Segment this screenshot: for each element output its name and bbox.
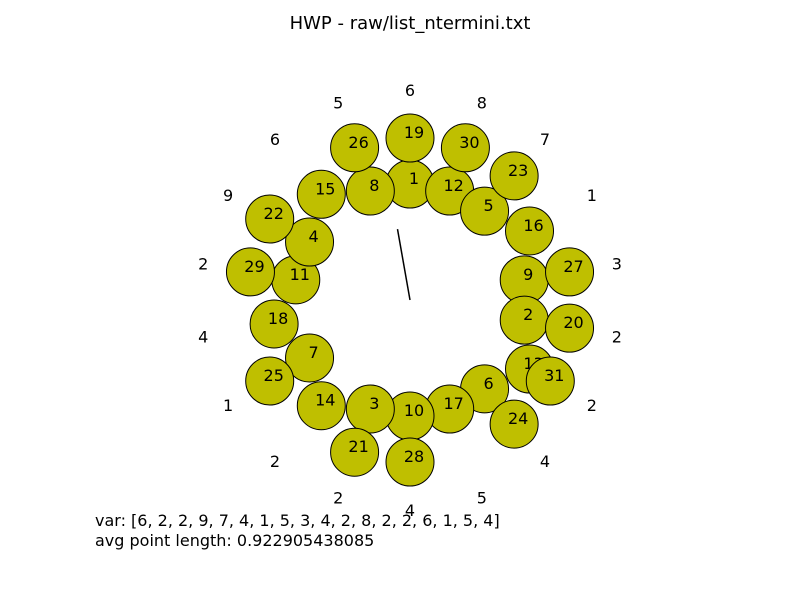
node-label-6: 6 bbox=[483, 374, 493, 393]
node-23 bbox=[489, 151, 539, 201]
node-29 bbox=[225, 247, 275, 297]
node-28 bbox=[385, 437, 435, 487]
var-text: var: [6, 2, 2, 9, 7, 4, 1, 5, 3, 4, 2, 8… bbox=[95, 511, 500, 530]
node-label-1: 1 bbox=[409, 169, 419, 188]
outer-value-label-11: 2 bbox=[270, 452, 280, 471]
node-label-9: 9 bbox=[523, 265, 533, 284]
node-20 bbox=[545, 303, 595, 353]
node-15 bbox=[296, 169, 346, 219]
node-24 bbox=[489, 399, 539, 449]
outer-value-label-12: 1 bbox=[223, 396, 233, 415]
outer-value-label-6: 2 bbox=[587, 396, 597, 415]
outer-value-label-14: 2 bbox=[198, 255, 208, 274]
outer-value-label-15: 9 bbox=[223, 186, 233, 205]
node-27 bbox=[545, 247, 595, 297]
node-5 bbox=[460, 186, 510, 236]
node-label-11: 11 bbox=[290, 265, 310, 284]
node-label-29: 29 bbox=[244, 257, 264, 276]
node-4 bbox=[285, 217, 335, 267]
node-label-5: 5 bbox=[483, 196, 493, 215]
node-label-19: 19 bbox=[404, 123, 424, 142]
outer-value-label-9: 4 bbox=[405, 501, 415, 520]
node-22 bbox=[245, 194, 295, 244]
node-label-12: 12 bbox=[443, 176, 463, 195]
node-label-28: 28 bbox=[404, 447, 424, 466]
avg-length-text: avg point length: 0.922905438085 bbox=[95, 531, 374, 550]
node-label-4: 4 bbox=[308, 227, 318, 246]
outer-value-label-5: 2 bbox=[612, 327, 622, 346]
center-segment-group bbox=[396, 228, 411, 301]
node-16 bbox=[505, 206, 555, 256]
node-30 bbox=[440, 123, 490, 173]
chart-title: HWP - raw/list_ntermini.txt bbox=[290, 13, 531, 34]
outer-value-label-17: 5 bbox=[333, 94, 343, 113]
node-label-10: 10 bbox=[404, 401, 424, 420]
node-label-17: 17 bbox=[443, 394, 463, 413]
node-label-7: 7 bbox=[308, 343, 318, 362]
node-label-14: 14 bbox=[315, 391, 335, 410]
outer-value-label-8: 5 bbox=[477, 488, 487, 507]
node-label-27: 27 bbox=[563, 257, 583, 276]
node-group: 1125926171037114816131418151930232720312… bbox=[225, 113, 595, 487]
node-19 bbox=[385, 113, 435, 163]
node-label-18: 18 bbox=[268, 309, 288, 328]
node-label-30: 30 bbox=[459, 133, 479, 152]
node-label-20: 20 bbox=[563, 313, 583, 332]
node-label-22: 22 bbox=[264, 204, 284, 223]
node-21 bbox=[330, 427, 380, 477]
outer-value-label-7: 4 bbox=[540, 452, 550, 471]
node-label-24: 24 bbox=[508, 409, 528, 428]
node-label-26: 26 bbox=[348, 133, 368, 152]
outer-value-label-10: 2 bbox=[333, 488, 343, 507]
node-3 bbox=[345, 384, 395, 434]
node-18 bbox=[249, 299, 299, 349]
node-7 bbox=[285, 333, 335, 383]
outer-value-label-3: 1 bbox=[587, 186, 597, 205]
node-label-23: 23 bbox=[508, 161, 528, 180]
outer-value-label-0: 6 bbox=[405, 81, 415, 100]
node-26 bbox=[330, 123, 380, 173]
node-label-15: 15 bbox=[315, 179, 335, 198]
node-label-31: 31 bbox=[544, 366, 564, 385]
outer-value-label-1: 8 bbox=[477, 94, 487, 113]
node-label-21: 21 bbox=[348, 437, 368, 456]
outer-value-label-4: 3 bbox=[612, 255, 622, 274]
node-label-25: 25 bbox=[264, 366, 284, 385]
node-25 bbox=[245, 356, 295, 406]
outer-value-label-13: 4 bbox=[198, 327, 208, 346]
node-label-8: 8 bbox=[369, 176, 379, 195]
outer-value-label-2: 7 bbox=[540, 130, 550, 149]
center-line bbox=[396, 228, 411, 301]
node-label-16: 16 bbox=[523, 216, 543, 235]
node-31 bbox=[525, 356, 575, 406]
outer-value-label-16: 6 bbox=[270, 130, 280, 149]
node-label-2: 2 bbox=[523, 305, 533, 324]
node-label-3: 3 bbox=[369, 394, 379, 413]
node-8 bbox=[345, 166, 395, 216]
node-14 bbox=[296, 381, 346, 431]
